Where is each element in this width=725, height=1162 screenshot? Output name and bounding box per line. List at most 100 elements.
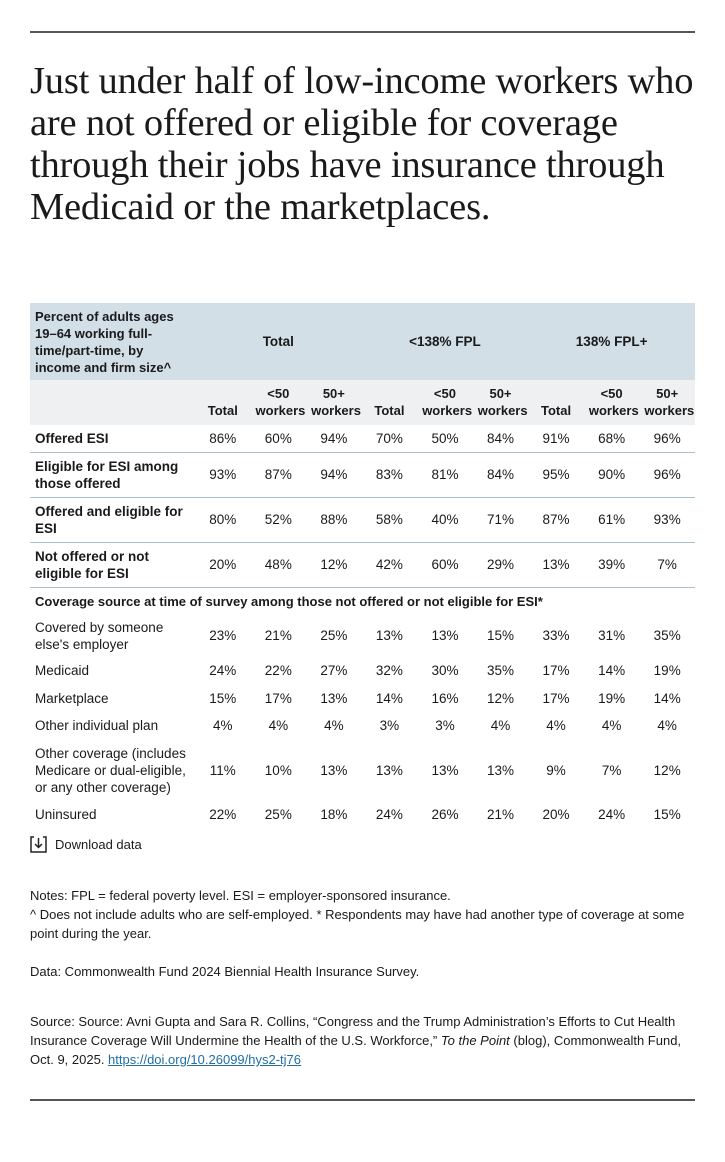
- cell: 14%: [375, 690, 403, 706]
- source: Source: Source: Avni Gupta and Sara R. C…: [30, 1012, 695, 1069]
- cell: 40%: [431, 512, 459, 527]
- cell: 17%: [542, 663, 570, 678]
- data-note: Data: Commonwealth Fund 2024 Biennial He…: [30, 964, 420, 979]
- cell: 17%: [542, 690, 570, 706]
- cell: 42%: [375, 557, 403, 572]
- download-icon: [30, 836, 47, 853]
- section-row: Coverage source at time of survey among …: [30, 587, 695, 615]
- cell: 29%: [486, 557, 515, 572]
- cell: 14%: [653, 690, 681, 706]
- cell: 22%: [209, 806, 237, 822]
- note: Notes: FPL = federal poverty level. ESI …: [30, 888, 451, 903]
- source-link[interactable]: https://doi.org/10.26099/hys2-tj76: [108, 1052, 302, 1067]
- cell: 95%: [542, 467, 570, 482]
- bottom-rule: [30, 1099, 695, 1101]
- table-row: Offered and eligible for ESI 80% 52% 88% 58%…: [30, 497, 695, 542]
- row-label: Other coverage (includes Medicare or dua…: [35, 745, 186, 795]
- source-italic: To the Point: [440, 1033, 510, 1048]
- cell: 60%: [431, 557, 459, 572]
- cell: 12%: [320, 557, 348, 572]
- blank-header: [30, 380, 195, 425]
- cell: 96%: [653, 430, 681, 446]
- cell: 68%: [598, 430, 626, 446]
- sub-header: Total: [207, 403, 238, 418]
- table-row: Other coverage (includes Medicare or dua…: [30, 740, 695, 801]
- notes: Notes: FPL = federal poverty level. ESI …: [30, 886, 695, 1069]
- corner-header: Percent of adults ages 19–64 working ful…: [35, 308, 174, 375]
- cell: 58%: [375, 512, 403, 527]
- cell: 84%: [486, 467, 515, 482]
- cell: 13%: [375, 628, 403, 643]
- cell: 19%: [598, 690, 626, 706]
- cell: 83%: [375, 467, 403, 482]
- cell: 60%: [264, 430, 292, 446]
- cell: 4%: [657, 718, 677, 733]
- cell: 96%: [653, 467, 681, 482]
- sub-header-row: Total <50 workers 50+ workers Total <50 work…: [30, 380, 695, 425]
- cell: 4%: [546, 718, 566, 733]
- table-row: Medicaid 24% 22% 27% 32% 30% 35% 17% 14% 19%: [30, 657, 695, 685]
- cell: 24%: [209, 663, 237, 678]
- cell: 15%: [653, 806, 681, 822]
- cell: 87%: [264, 467, 292, 482]
- cell: 26%: [431, 806, 459, 822]
- cell: 86%: [209, 430, 237, 446]
- cell: 17%: [264, 690, 292, 706]
- cell: 81%: [431, 467, 459, 482]
- cell: 90%: [598, 467, 626, 482]
- cell: 21%: [264, 628, 292, 643]
- cell: 70%: [375, 430, 403, 446]
- cell: 10%: [264, 762, 292, 778]
- cell: 13%: [375, 762, 403, 778]
- cell: 13%: [431, 762, 459, 778]
- cell: 30%: [431, 663, 459, 678]
- cell: 48%: [264, 557, 292, 572]
- cell: 13%: [486, 762, 515, 778]
- cell: 9%: [546, 762, 566, 778]
- cell: 3%: [379, 718, 400, 733]
- sub-header: 50+ workers: [644, 386, 695, 418]
- section-rows: Coverage source at time of survey among …: [30, 587, 695, 828]
- row-label: Offered and eligible for ESI: [35, 503, 183, 536]
- cell: 4%: [601, 718, 622, 733]
- cell: 21%: [486, 806, 515, 822]
- download-label[interactable]: Download data: [55, 837, 142, 852]
- table-row: Marketplace 15% 17% 13% 14% 16% 12% 17% 19% 14%: [30, 685, 695, 712]
- table-row: Not offered or not eligible for ESI 20% 48…: [30, 542, 695, 587]
- cell: 25%: [320, 628, 348, 643]
- cell: 35%: [486, 663, 515, 678]
- cell: 20%: [209, 557, 237, 572]
- cell: 7%: [657, 557, 677, 572]
- row-label: Uninsured: [35, 806, 97, 822]
- cell: 4%: [324, 718, 344, 733]
- cell: 4%: [213, 718, 233, 733]
- row-label: Eligible for ESI among those offered: [35, 458, 179, 491]
- cell: 11%: [209, 762, 236, 778]
- cell: 27%: [320, 663, 348, 678]
- table-row: Covered by someone else's employer 23% 21%…: [30, 615, 695, 657]
- cell: 20%: [542, 806, 570, 822]
- download[interactable]: Download data: [30, 836, 695, 853]
- cell: 13%: [542, 557, 570, 572]
- row-label: Medicaid: [35, 663, 90, 678]
- cell: 31%: [598, 628, 626, 643]
- row-label: Covered by someone else's employer: [35, 619, 164, 652]
- cell: 23%: [209, 628, 237, 643]
- data-table: Percent of adults ages 19–64 working ful…: [30, 303, 695, 828]
- cell: 87%: [542, 512, 570, 527]
- note: ^ Does not include adults who are self-e…: [30, 907, 685, 941]
- sub-header: <50 workers: [255, 386, 306, 418]
- row-label: Other individual plan: [35, 718, 159, 733]
- cell: 93%: [653, 512, 681, 527]
- cell: 32%: [375, 663, 403, 678]
- group-header: Total: [262, 334, 294, 349]
- cell: 15%: [486, 628, 515, 643]
- cell: 94%: [320, 467, 348, 482]
- top-rule: [30, 31, 695, 33]
- cell: 14%: [598, 663, 626, 678]
- title: Just under half of low-income workers wh…: [30, 60, 694, 228]
- cell: 7%: [601, 762, 622, 778]
- table-row: Other individual plan 4% 4% 4% 3% 3% 4% 4% 4% 4%: [30, 712, 695, 740]
- source-text: Source: Source: Avni Gupta and Sara R. C…: [30, 1014, 676, 1048]
- cell: 13%: [320, 690, 348, 706]
